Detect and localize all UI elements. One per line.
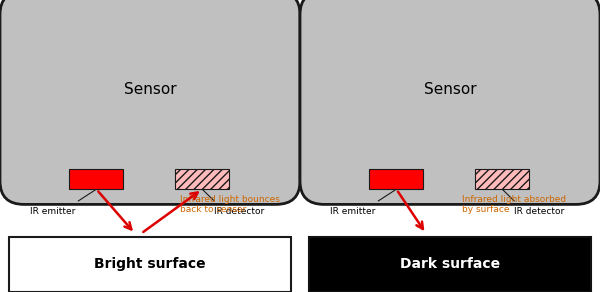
Text: IR detector: IR detector [514,207,565,216]
Bar [9,237,291,292]
Text: Sensor: Sensor [424,82,476,97]
Bar [70,169,124,189]
Bar [309,237,591,292]
Text: Infrared light absorbed
by surface: Infrared light absorbed by surface [462,195,566,214]
Text: Dark surface: Dark surface [400,257,500,271]
Text: Bright surface: Bright surface [94,257,206,271]
Text: Sensor: Sensor [124,82,176,97]
FancyBboxPatch shape [0,0,300,204]
Text: Infrared light bounces
back to sensor: Infrared light bounces back to sensor [180,195,280,214]
Bar [475,169,529,189]
Bar [175,169,229,189]
Text: IR emitter: IR emitter [331,207,376,216]
Bar [370,169,424,189]
Text: IR emitter: IR emitter [31,207,76,216]
Text: IR detector: IR detector [214,207,265,216]
FancyBboxPatch shape [300,0,600,204]
